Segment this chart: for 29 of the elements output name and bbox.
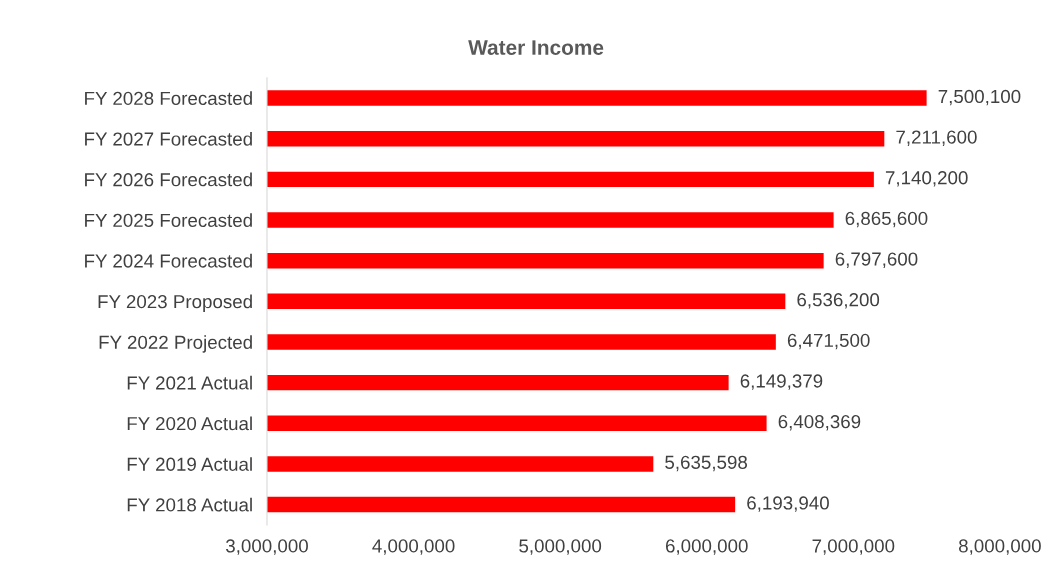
data-label: 6,536,200 [797,293,880,309]
y-tick-label: FY 2026 Forecasted [85,172,252,187]
data-label: 7,211,600 [896,130,977,146]
y-tick-label: FY 2019 Actual [127,457,252,471]
x-tick-label: 3,000,000 [226,539,308,555]
data-label: 6,193,940 [747,496,829,512]
y-tick-label: FY 2025 Forecasted [85,213,252,227]
y-tick-label: FY 2020 Actual [127,416,252,431]
y-tick-label: FY 2024 Forecasted [85,253,252,268]
data-label: 6,471,500 [787,333,870,350]
y-tick-label: FY 2022 Projected [99,335,252,353]
data-label: 6,149,379 [740,374,823,390]
y-tick-label: FY 2021 Actual [127,375,252,390]
y-tick-label: FY 2028 Forecasted [85,91,252,106]
data-label: 5,635,598 [665,455,748,472]
y-tick-label: FY 2018 Actual [127,497,252,512]
data-label: 7,500,100 [938,89,1021,106]
data-label: 7,140,200 [885,171,968,187]
x-tick-label: 4,000,000 [372,539,455,555]
x-tick-label: 8,000,000 [959,539,1041,555]
y-tick-label: FY 2027 Forecasted [85,131,252,146]
x-tick-label: 6,000,000 [665,539,748,555]
y-tick-label: FY 2023 Proposed [98,294,252,312]
x-tick-label: 7,000,000 [812,539,895,555]
x-tick-label: 5,000,000 [519,539,602,555]
data-label: 6,865,600 [845,211,928,228]
data-label: 6,408,369 [778,415,861,431]
data-label: 6,797,600 [835,252,918,268]
chart-title: Water Income [468,40,604,55]
